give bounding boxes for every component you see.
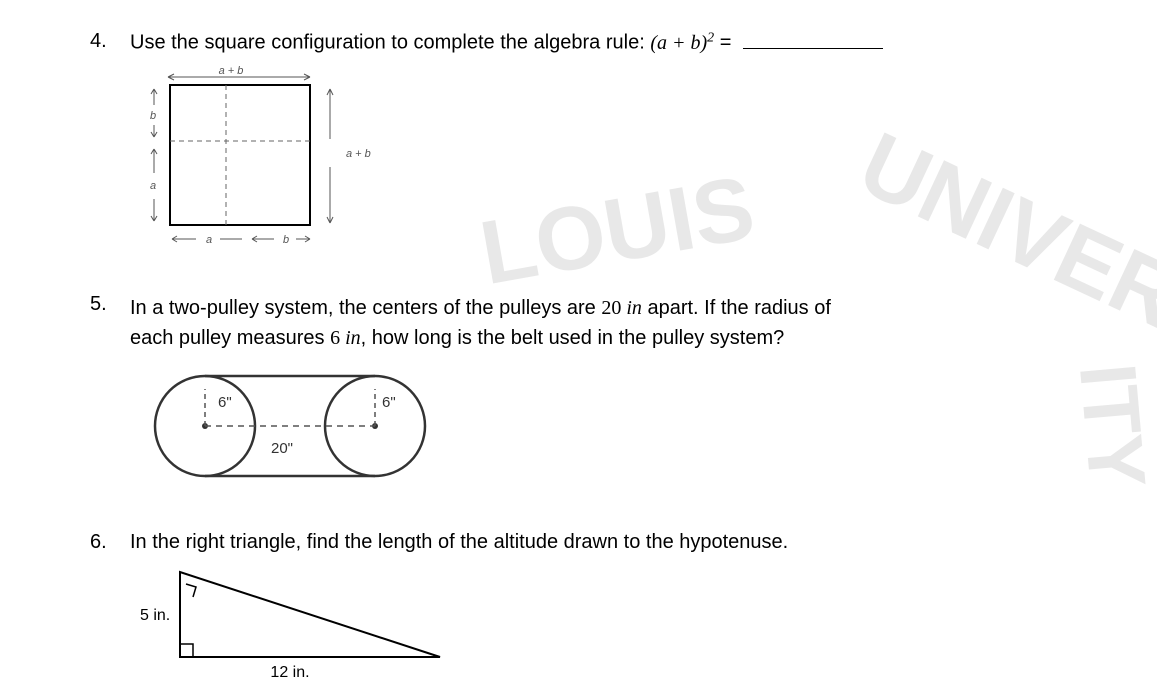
- problem-prompt: In a two-pulley system, the centers of t…: [130, 293, 1067, 353]
- svg-text:a + b: a + b: [219, 65, 244, 77]
- svg-text:6": 6": [218, 394, 232, 411]
- square-diagram: a + b b a: [130, 63, 1067, 253]
- svg-text:6": 6": [382, 394, 396, 411]
- problem-5: 5. In a two-pulley system, the centers o…: [90, 293, 1067, 491]
- problem-4: 4. Use the square configuration to compl…: [90, 30, 1067, 253]
- svg-text:a + b: a + b: [346, 148, 371, 160]
- problem-number: 5.: [90, 293, 130, 491]
- svg-text:b: b: [283, 234, 289, 246]
- problem-prompt: Use the square configuration to complete…: [130, 30, 1067, 55]
- problem-number: 4.: [90, 30, 130, 253]
- triangle-diagram: 5 in. 12 in.: [130, 562, 1067, 682]
- svg-text:a: a: [150, 180, 156, 192]
- problem-number: 6.: [90, 531, 130, 682]
- svg-text:20": 20": [271, 440, 293, 457]
- svg-text:12 in.: 12 in.: [270, 664, 309, 681]
- svg-text:5 in.: 5 in.: [140, 607, 170, 624]
- problem-prompt: In the right triangle, find the length o…: [130, 531, 1067, 554]
- svg-text:a: a: [206, 234, 212, 246]
- problem-6: 6. In the right triangle, find the lengt…: [90, 531, 1067, 682]
- answer-blank[interactable]: [743, 48, 883, 49]
- watermark-text: ITY: [1061, 360, 1157, 492]
- svg-text:b: b: [150, 110, 156, 122]
- pulley-diagram: 6" 6" 20": [130, 361, 1067, 491]
